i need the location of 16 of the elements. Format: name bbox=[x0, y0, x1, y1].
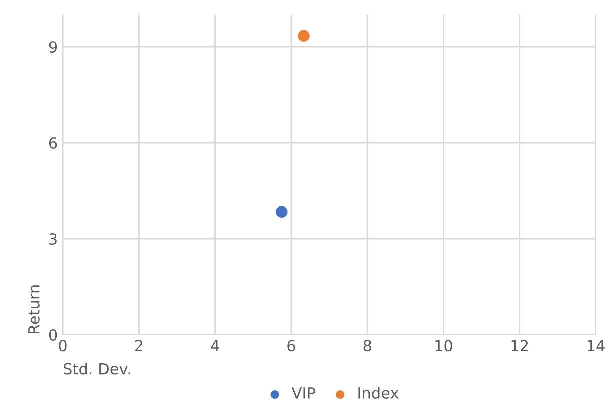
x-tick-label: 10 bbox=[436, 340, 452, 352]
y-axis-title: Return bbox=[28, 286, 40, 334]
y-tick-label: 9 bbox=[49, 41, 58, 54]
y-tick-label: 6 bbox=[49, 137, 58, 150]
legend-label: Index bbox=[358, 387, 399, 399]
x-tick-label: 4 bbox=[211, 340, 220, 352]
x-tick-label: 14 bbox=[588, 340, 605, 352]
y-tick-label: 3 bbox=[50, 233, 57, 246]
x-axis-title: Std. Dev. bbox=[64, 362, 130, 375]
x-tick-label: 8 bbox=[364, 340, 372, 352]
x-tick-label: 6 bbox=[288, 340, 296, 352]
x-tick-label: 2 bbox=[135, 340, 142, 352]
x-tick-label: 0 bbox=[59, 340, 67, 352]
y-tick-label: 0 bbox=[49, 329, 58, 342]
legend-label: VIP bbox=[292, 388, 316, 399]
x-tick-label: 12 bbox=[512, 340, 528, 352]
